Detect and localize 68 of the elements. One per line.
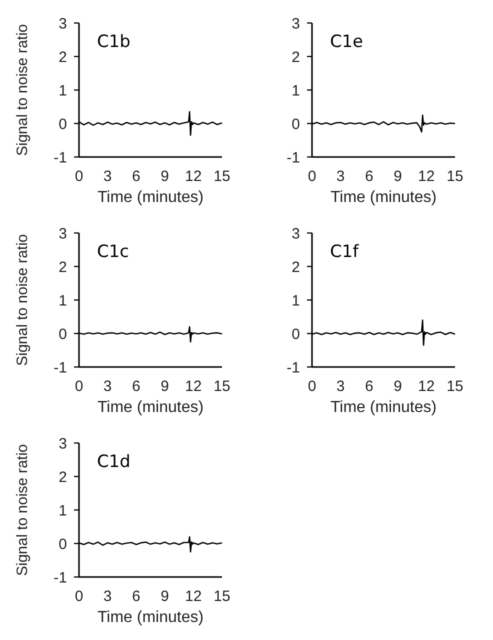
x-tick-label: 3 xyxy=(103,168,112,185)
x-tick-label: 15 xyxy=(214,588,230,605)
y-tick-label: 3 xyxy=(58,15,67,32)
x-tick-label: 0 xyxy=(74,588,84,605)
x-tick-label: 6 xyxy=(132,378,140,395)
x-axis-title: Time (minutes) xyxy=(97,399,204,416)
x-tick-label: 12 xyxy=(185,588,202,605)
x-tick-label: 12 xyxy=(185,378,202,395)
y-tick-label: -1 xyxy=(286,359,300,376)
y-tick-label: -1 xyxy=(54,569,67,586)
y-tick-label: 0 xyxy=(58,326,67,343)
y-tick-label: 0 xyxy=(292,116,300,133)
y-tick-label: 1 xyxy=(292,292,300,310)
x-tick-label: 3 xyxy=(103,588,112,605)
x-tick-label: 9 xyxy=(160,168,169,185)
x-tick-label: 6 xyxy=(132,588,140,605)
y-tick-label: 2 xyxy=(292,48,300,66)
y-tick-label: 1 xyxy=(58,502,67,520)
x-tick-label: 15 xyxy=(214,168,230,185)
x-tick-label: 6 xyxy=(365,378,374,395)
x-tick-label: 15 xyxy=(446,378,464,395)
text: C1b xyxy=(97,32,130,52)
x-tick-label: 0 xyxy=(74,378,84,395)
y-tick-label: 2 xyxy=(58,258,67,276)
y-axis-title: Signal to noise ratio xyxy=(14,234,31,366)
x-tick-label: 0 xyxy=(308,378,316,395)
y-tick-label: 2 xyxy=(292,258,300,276)
text: C1c xyxy=(97,242,130,262)
y-tick-label: -1 xyxy=(54,359,67,376)
x-tick-label: 12 xyxy=(418,168,435,185)
x-tick-label: 6 xyxy=(132,168,140,185)
text: C1e xyxy=(330,32,364,52)
y-tick-label: 2 xyxy=(58,48,67,66)
x-tick-label: 9 xyxy=(394,378,402,395)
x-tick-label: 0 xyxy=(308,168,316,185)
x-axis-title: Time (minutes) xyxy=(330,189,437,206)
x-tick-label: 15 xyxy=(214,378,230,395)
y-tick-label: 1 xyxy=(58,292,67,310)
y-tick-label: 3 xyxy=(292,225,300,242)
y-tick-label: 3 xyxy=(58,435,67,452)
y-tick-label: 1 xyxy=(58,82,67,100)
y-tick-label: 0 xyxy=(58,116,67,133)
x-tick-label: 12 xyxy=(185,168,202,185)
x-tick-label: 9 xyxy=(160,378,169,395)
y-tick-label: 3 xyxy=(58,225,67,242)
text: C1d xyxy=(97,452,130,472)
x-tick-label: 9 xyxy=(160,588,169,605)
y-tick-label: 3 xyxy=(292,15,300,32)
x-tick-label: 3 xyxy=(336,378,345,395)
x-tick-label: 3 xyxy=(103,378,112,395)
x-tick-label: 12 xyxy=(418,378,435,395)
x-tick-label: 0 xyxy=(74,168,84,185)
y-tick-label: -1 xyxy=(54,149,67,166)
x-tick-label: 3 xyxy=(336,168,345,185)
y-tick-label: -1 xyxy=(286,149,300,166)
y-tick-label: 1 xyxy=(292,82,300,100)
x-axis-title: Time (minutes) xyxy=(97,609,204,626)
x-axis-title: Time (minutes) xyxy=(97,189,204,206)
y-tick-label: 2 xyxy=(58,468,67,486)
y-tick-label: 0 xyxy=(292,326,300,343)
x-axis-title: Time (minutes) xyxy=(330,399,437,416)
x-tick-label: 6 xyxy=(365,168,374,185)
x-tick-label: 9 xyxy=(394,168,402,185)
x-tick-label: 15 xyxy=(446,168,464,185)
y-axis-title: Signal to noise ratio xyxy=(14,24,31,156)
text: C1f xyxy=(330,242,360,262)
y-axis-title: Signal to noise ratio xyxy=(14,444,31,576)
y-tick-label: 0 xyxy=(58,536,67,553)
